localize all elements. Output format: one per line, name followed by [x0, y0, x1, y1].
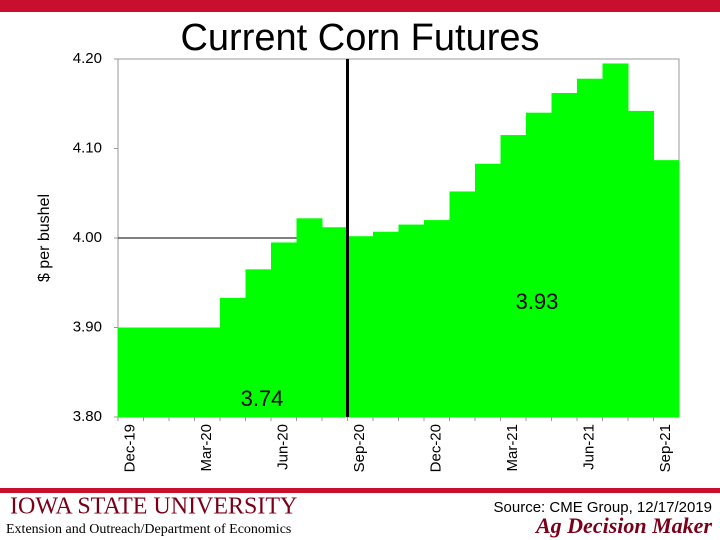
bar [526, 112, 552, 417]
y-tick-label: 3.80 [73, 408, 102, 425]
bar [143, 327, 170, 417]
bar [628, 110, 654, 417]
bar [551, 93, 578, 417]
footer-band [0, 488, 720, 493]
bar [271, 242, 297, 417]
bar [577, 78, 603, 417]
bar [118, 327, 144, 417]
university: IOWA STATE UNIVERSITY [10, 494, 297, 520]
y-tick-label: 4.00 [73, 229, 102, 246]
x-tick-label: Dec-20 [428, 424, 445, 472]
department: Extension and Outreach/Department of Eco… [6, 522, 291, 537]
bar [475, 163, 501, 417]
bar [373, 231, 399, 417]
chart-title: Current Corn Futures [180, 17, 539, 59]
x-tick-label: Jun-20 [275, 424, 292, 470]
bar [296, 218, 323, 417]
bar [220, 297, 246, 417]
bar [424, 220, 450, 417]
bar [398, 224, 425, 417]
brand: Ag Decision Maker [534, 513, 712, 538]
bar [322, 227, 348, 417]
source: Source: CME Group, 12/17/2019 [494, 499, 712, 516]
y-tick-label: 3.90 [73, 318, 102, 335]
x-tick-label: Mar-21 [504, 424, 521, 472]
bar [500, 135, 527, 417]
bar [245, 269, 272, 417]
x-tick-label: Sep-21 [657, 424, 674, 472]
bar [347, 236, 374, 417]
y-axis-label: $ per bushel [36, 194, 53, 282]
y-tick-label: 4.20 [73, 50, 102, 67]
bar [653, 160, 680, 417]
bar [602, 63, 629, 417]
bar [169, 327, 195, 417]
annotation: 3.93 [516, 289, 559, 314]
bar [449, 191, 476, 417]
x-tick-label: Dec-19 [122, 424, 139, 472]
x-tick-label: Sep-20 [351, 424, 368, 472]
x-tick-label: Jun-21 [581, 424, 598, 470]
x-tick-label: Mar-20 [198, 424, 215, 472]
top-band [0, 0, 720, 12]
y-tick-label: 4.10 [73, 139, 102, 156]
bar [194, 327, 221, 417]
annotation: 3.74 [241, 386, 284, 411]
